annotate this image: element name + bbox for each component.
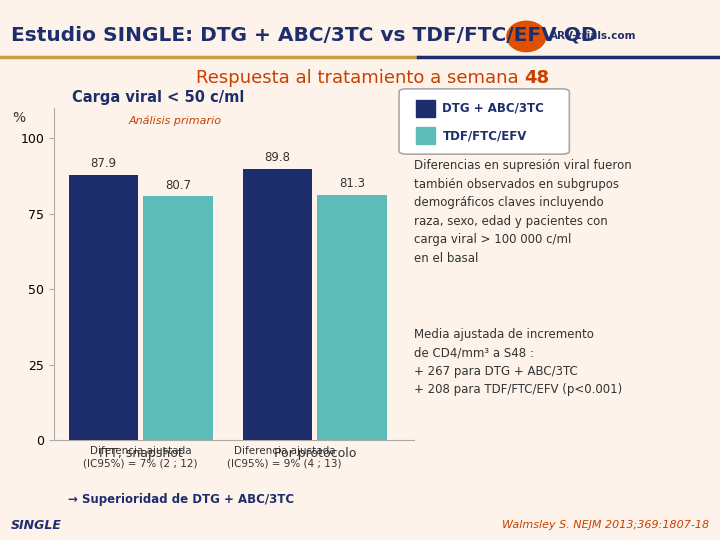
Text: Análisis primario: Análisis primario — [128, 116, 222, 126]
Ellipse shape — [507, 21, 546, 52]
Bar — [69, 175, 138, 440]
Text: 81.3: 81.3 — [339, 177, 365, 190]
FancyBboxPatch shape — [399, 89, 570, 154]
Text: Respuesta al tratamiento a semana: Respuesta al tratamiento a semana — [196, 69, 524, 87]
Text: Diferencias en supresión viral fueron
también observados en subgrupos
demográfic: Diferencias en supresión viral fueron ta… — [414, 159, 631, 265]
Bar — [416, 127, 435, 144]
Text: 80.7: 80.7 — [165, 179, 191, 192]
Text: → Superioridad de DTG + ABC/3TC: → Superioridad de DTG + ABC/3TC — [68, 493, 294, 506]
Bar — [143, 197, 213, 440]
Bar — [416, 100, 435, 117]
Text: 89.8: 89.8 — [264, 151, 290, 165]
Y-axis label: %: % — [12, 111, 25, 125]
Text: Diferencia ajustada
(IC95%) = 7% (2 ; 12): Diferencia ajustada (IC95%) = 7% (2 ; 12… — [83, 446, 198, 469]
Text: Diferencia ajustada
(IC95%) = 9% (4 ; 13): Diferencia ajustada (IC95%) = 9% (4 ; 13… — [227, 446, 342, 469]
Text: SINGLE: SINGLE — [11, 518, 62, 532]
Text: 87.9: 87.9 — [91, 157, 117, 170]
Text: Media ajustada de incremento
de CD4/mm³ a S48 :
+ 267 para DTG + ABC/3TC
+ 208 p: Media ajustada de incremento de CD4/mm³ … — [414, 328, 622, 396]
Text: Estudio SINGLE: DTG + ABC/3TC vs TDF/FTC/EFV QD: Estudio SINGLE: DTG + ABC/3TC vs TDF/FTC… — [11, 25, 598, 45]
Bar — [243, 169, 312, 440]
Text: TDF/FTC/EFV: TDF/FTC/EFV — [442, 129, 527, 142]
Text: ARV-trials.com: ARV-trials.com — [550, 31, 636, 42]
Text: Walmsley S. NEJM 2013;369:1807-18: Walmsley S. NEJM 2013;369:1807-18 — [502, 520, 709, 530]
Text: Carga viral < 50 c/ml: Carga viral < 50 c/ml — [72, 90, 245, 105]
Text: 48: 48 — [524, 69, 549, 87]
Text: DTG + ABC/3TC: DTG + ABC/3TC — [442, 102, 544, 115]
Bar — [318, 194, 387, 440]
